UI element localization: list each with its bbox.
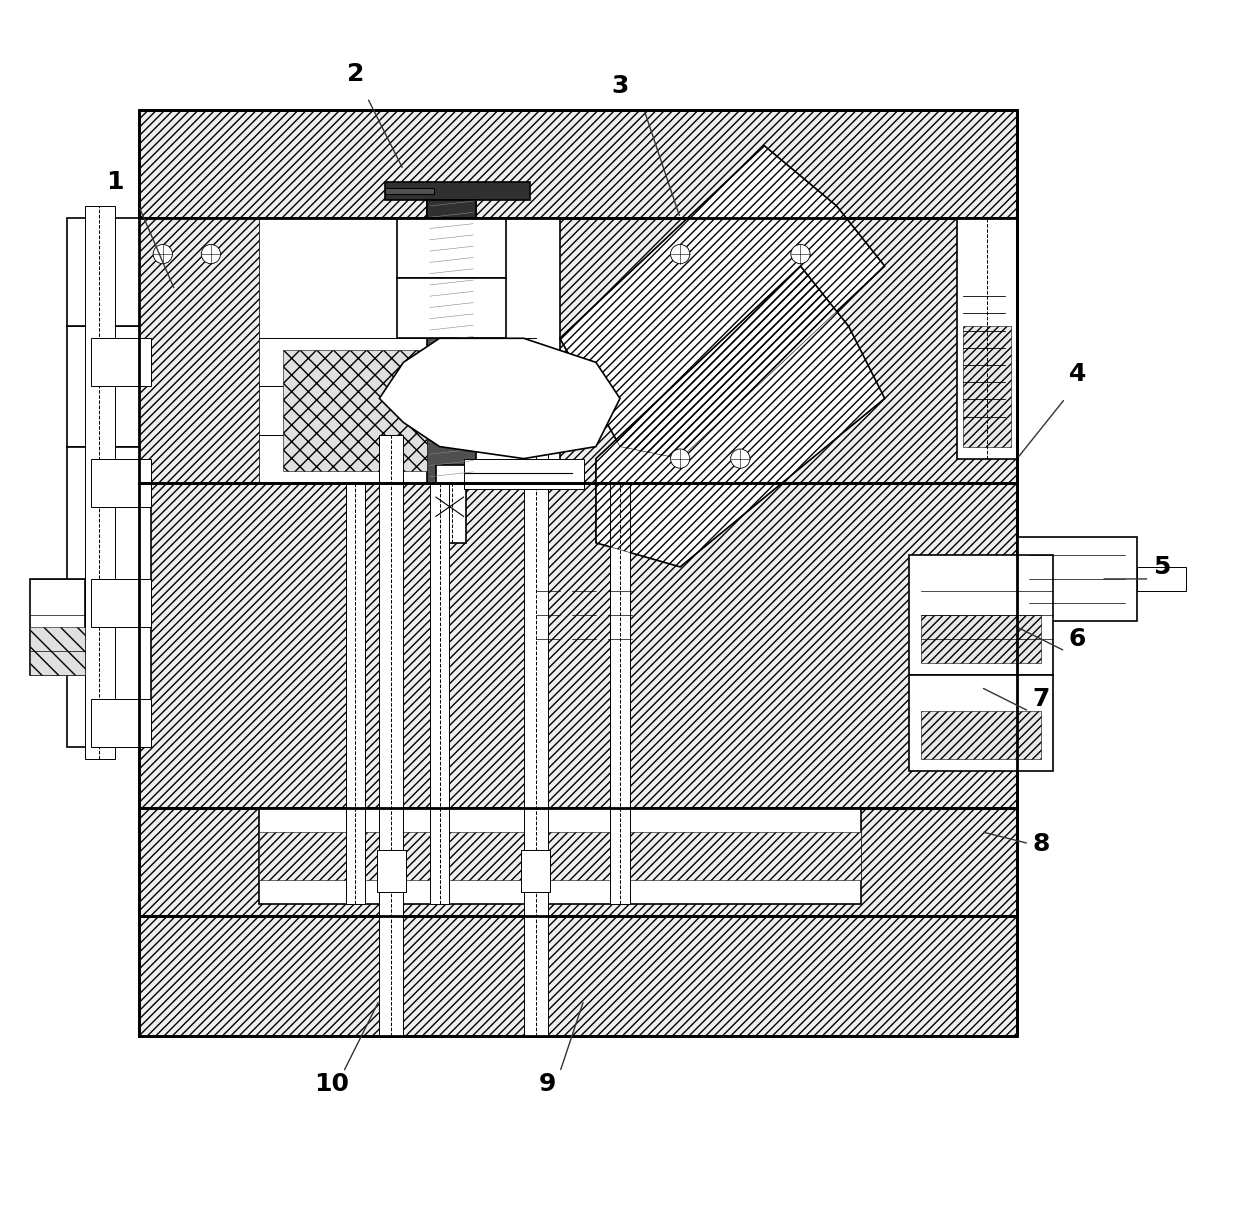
Bar [1017,537,1137,621]
Bar [84,206,114,760]
Bar [31,579,84,675]
Bar [1137,567,1185,591]
Bar [377,850,405,891]
Bar [428,200,476,482]
Bar [139,808,1017,915]
Bar [139,482,1017,808]
Bar [921,712,1042,760]
Text: 6: 6 [1069,627,1086,651]
Bar [91,339,151,386]
Bar [139,915,1017,1036]
Polygon shape [596,267,884,567]
Bar [909,555,1053,675]
Text: 3: 3 [611,74,629,98]
Text: 5: 5 [1153,555,1171,579]
Bar [67,603,151,748]
Text: 7: 7 [1033,687,1050,712]
Text: 1: 1 [105,170,124,194]
Text: 8: 8 [1033,832,1050,855]
Bar [430,482,449,903]
Bar [521,850,551,891]
Text: 9: 9 [539,1072,557,1096]
Bar [523,434,548,1036]
Bar [386,188,434,194]
Bar [139,808,1017,915]
Bar [67,218,151,327]
Polygon shape [559,146,884,458]
Bar [397,218,506,279]
Bar [386,182,529,200]
Circle shape [154,245,172,264]
Circle shape [671,245,689,264]
Circle shape [791,245,810,264]
Text: 2: 2 [347,62,365,86]
Bar [909,675,1053,772]
Bar [526,482,546,903]
Bar [346,482,365,903]
Bar [921,615,1042,663]
Bar [259,218,559,482]
Bar [139,915,1017,1036]
Bar [139,218,1017,482]
Bar [379,434,403,1036]
Text: 10: 10 [314,1072,348,1096]
Polygon shape [379,339,620,458]
Bar [31,627,84,675]
Bar [464,458,584,488]
Bar [610,482,630,903]
Bar [91,579,151,627]
Bar [67,446,151,603]
Bar [957,218,1017,458]
Bar [259,808,861,903]
Bar [139,110,1017,218]
Bar [139,482,1017,808]
Bar [91,699,151,748]
Bar [139,218,1017,482]
Bar [428,200,476,218]
Bar [139,218,259,482]
Bar [67,327,151,446]
Circle shape [201,245,221,264]
Bar [259,832,861,879]
Bar [436,464,466,543]
Bar [91,458,151,507]
Bar [963,327,1011,446]
Text: 4: 4 [1069,362,1086,386]
Bar [283,350,428,470]
Bar [397,279,506,339]
Bar [139,110,1017,218]
Circle shape [730,449,750,468]
Circle shape [671,449,689,468]
